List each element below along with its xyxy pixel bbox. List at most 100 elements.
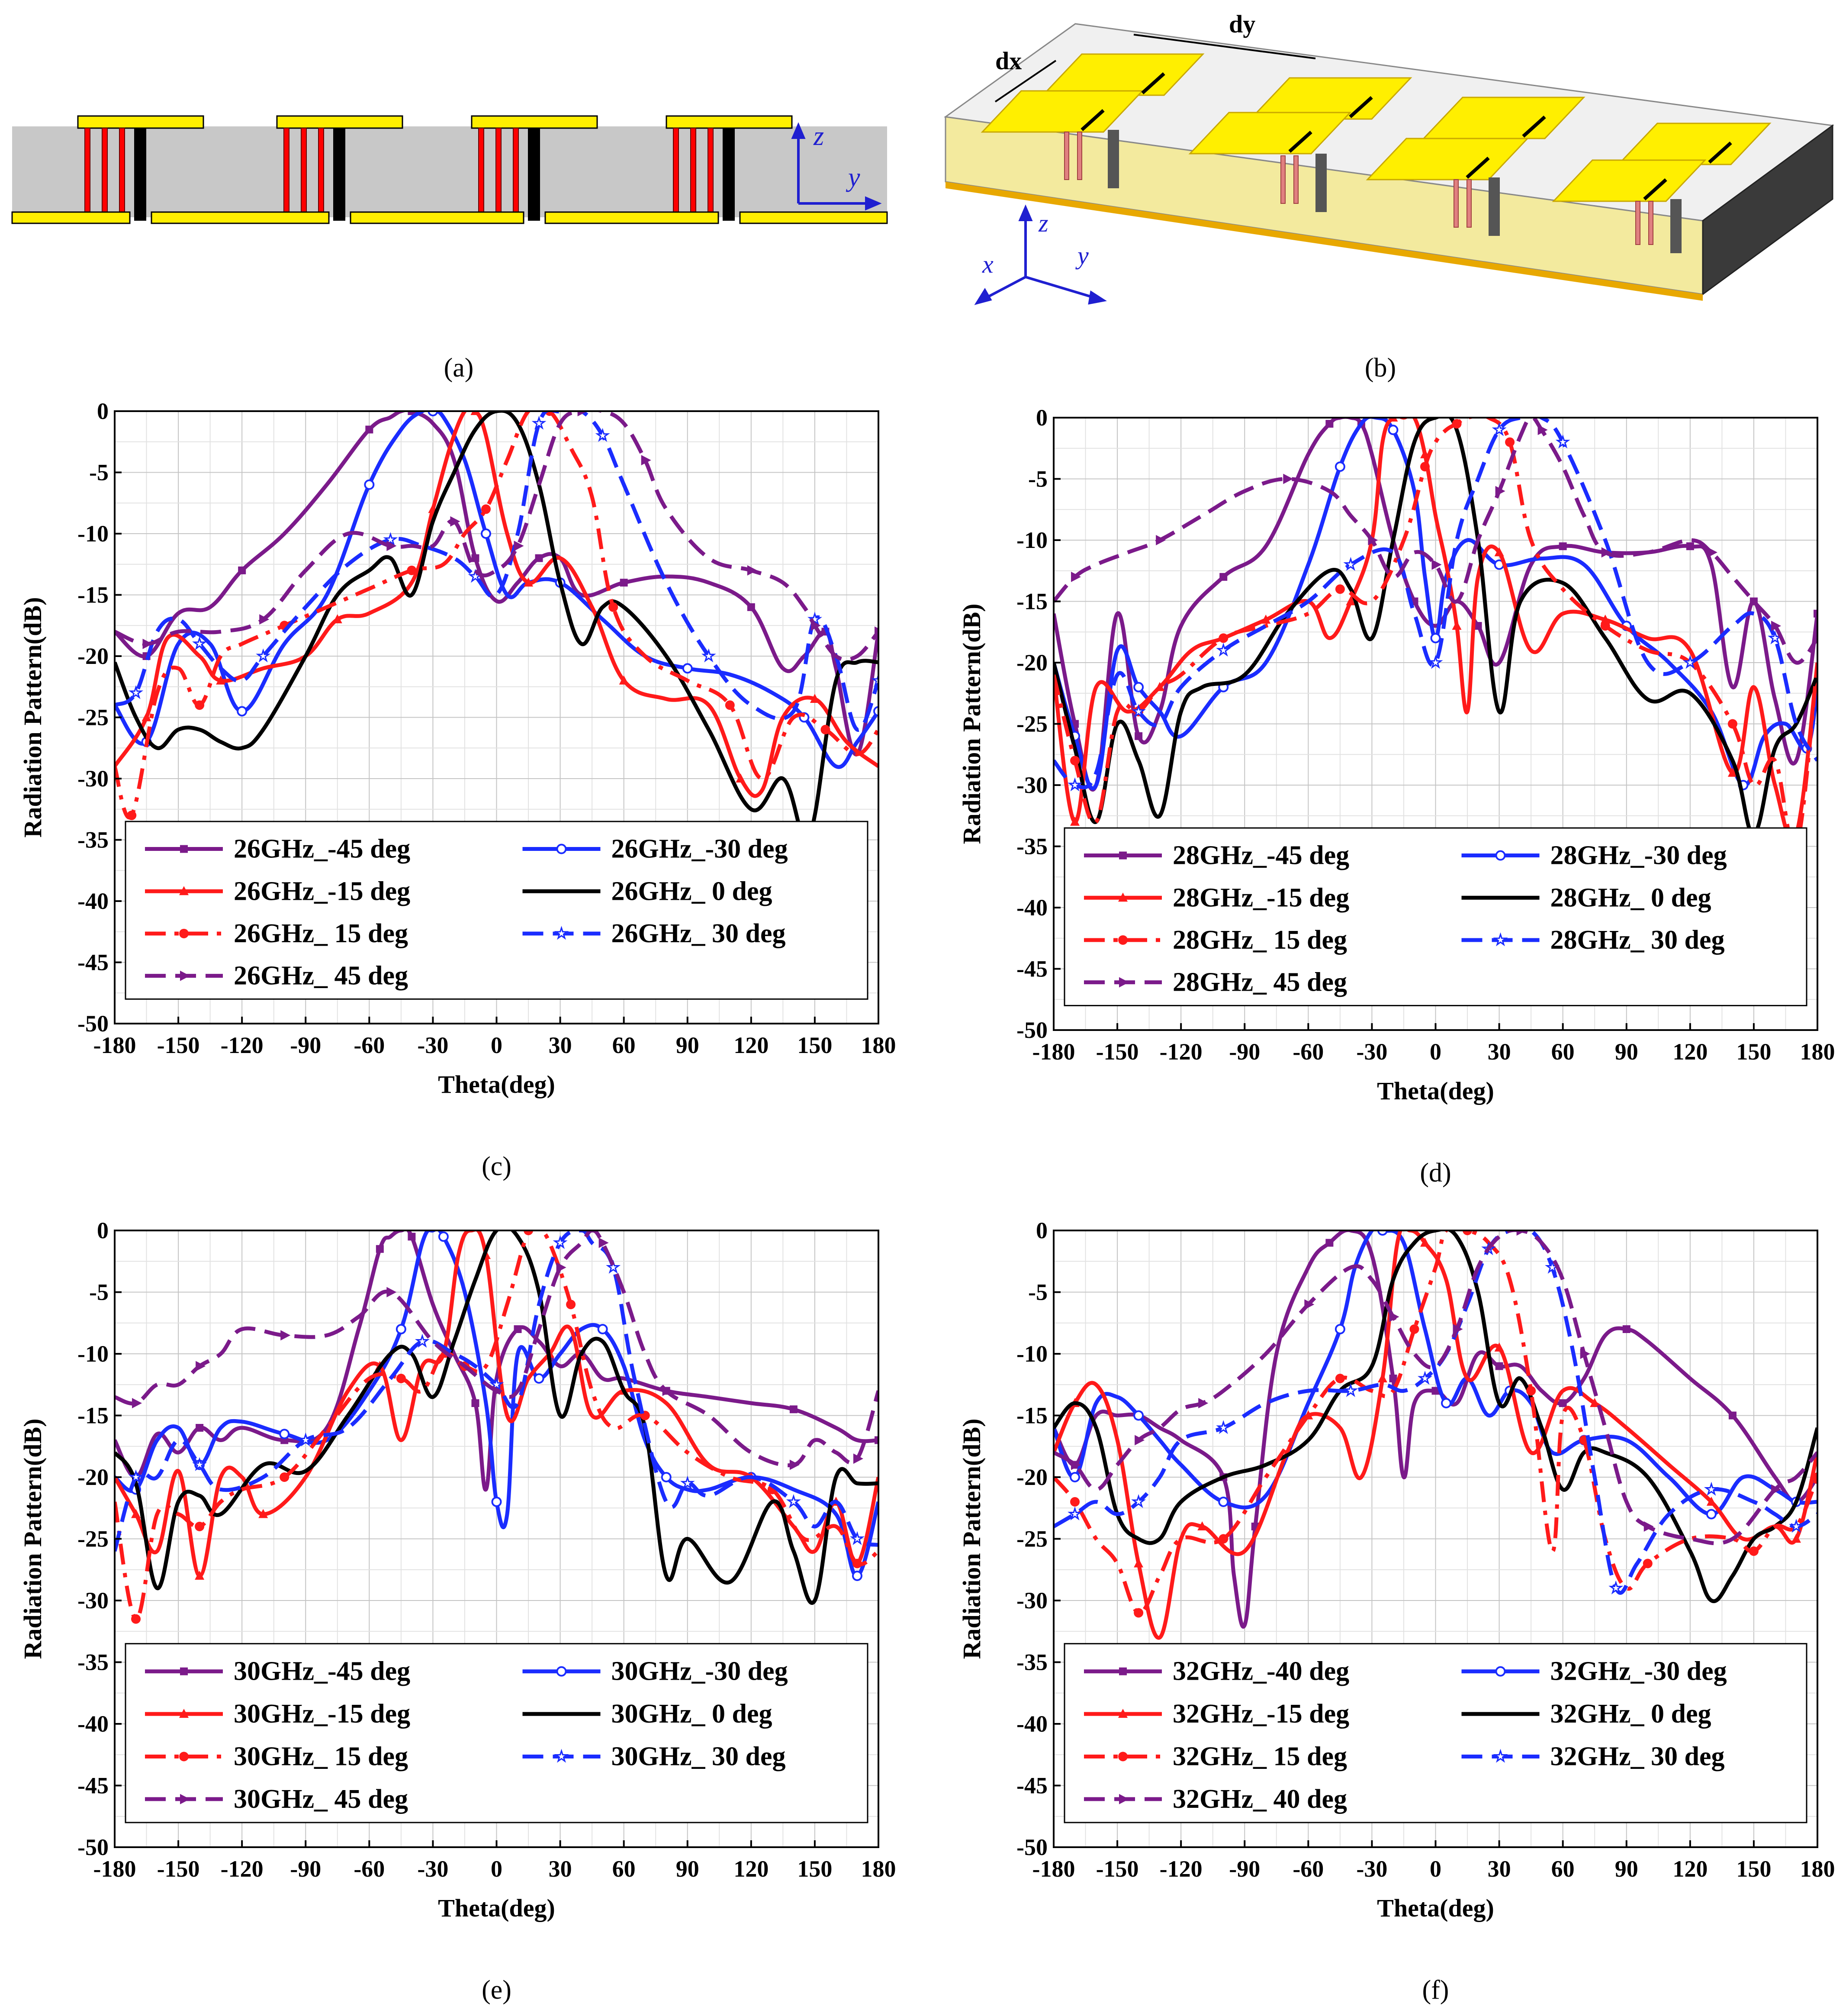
legend-marker — [180, 845, 188, 853]
legend-label: 30GHz_-15 deg — [234, 1699, 410, 1729]
series-marker — [747, 565, 757, 576]
legend-marker — [1119, 1667, 1127, 1675]
legend-marker — [180, 1667, 188, 1675]
legend-item: 30GHz_ 45 deg — [145, 1784, 408, 1814]
series-marker — [1559, 542, 1567, 551]
legend-label: 28GHz_ 15 deg — [1173, 925, 1347, 955]
series-group — [1054, 418, 1817, 851]
series-marker — [1463, 1230, 1473, 1235]
series-marker — [1526, 1386, 1536, 1396]
series-marker — [1495, 1362, 1503, 1370]
series-marker — [1474, 622, 1482, 630]
legend-label: 30GHz_ 15 deg — [234, 1742, 408, 1771]
series-marker — [279, 1429, 290, 1440]
legend-marker — [1119, 977, 1129, 988]
x-tick-label: 0 — [491, 1032, 502, 1058]
series-marker — [1388, 418, 1398, 422]
series-marker — [606, 1259, 621, 1274]
feed-pin — [528, 128, 540, 221]
x-tick-label: 180 — [1800, 1039, 1835, 1065]
x-tick-label: 0 — [1430, 1039, 1441, 1065]
legend-item: 30GHz_-30 deg — [522, 1657, 788, 1686]
legend-label: 30GHz_-30 deg — [611, 1657, 788, 1686]
series-marker — [1218, 1497, 1229, 1507]
series-line — [115, 411, 878, 732]
series-marker — [1325, 420, 1334, 428]
via — [1280, 155, 1286, 204]
legend-item: 30GHz_ 0 deg — [522, 1699, 772, 1729]
chart-panel-c: -180 -150 -120 -90 -60 -30 0 30 60 90 120 150 180 0 -5… — [19, 398, 896, 1181]
legend-item: 28GHz_-15 deg — [1084, 883, 1349, 912]
legend-label: 30GHz_ 30 deg — [611, 1742, 786, 1771]
legend-label: 26GHz_ 45 deg — [234, 961, 408, 991]
y-tick-label: -25 — [77, 1526, 109, 1552]
series-marker — [619, 675, 629, 685]
series-marker — [641, 455, 651, 466]
dim-dy-label: dy — [1229, 10, 1255, 38]
legend-item: 28GHz_ 0 deg — [1461, 883, 1711, 912]
series-marker — [514, 1325, 522, 1333]
legend-label: 26GHz_-45 deg — [234, 834, 410, 864]
y-tick-label: -45 — [77, 950, 109, 976]
series-marker — [1197, 1521, 1207, 1530]
series-marker — [1622, 1325, 1631, 1333]
series-line — [1054, 418, 1817, 836]
series-group — [1054, 1230, 1817, 1640]
patch — [1188, 112, 1352, 155]
legend-marker — [1495, 850, 1506, 861]
series-marker — [1643, 1559, 1653, 1568]
series-marker — [1749, 1546, 1759, 1556]
series-marker — [1600, 614, 1610, 624]
feed-pin — [1670, 199, 1682, 253]
y-tick-label: -20 — [1016, 650, 1048, 676]
legend-item: 26GHz_-45 deg — [145, 834, 410, 864]
via-red — [283, 128, 289, 213]
legend-marker — [180, 1794, 190, 1804]
y-tick-label: -40 — [1016, 895, 1048, 921]
series-marker — [736, 773, 746, 783]
legend-item: 26GHz_-30 deg — [522, 834, 788, 864]
y-tick-label: -40 — [77, 888, 109, 914]
series-marker — [595, 428, 610, 442]
series-marker — [1216, 1420, 1231, 1434]
series-marker — [1431, 1387, 1440, 1395]
via — [1454, 179, 1459, 228]
y-tick-label: -15 — [77, 1403, 109, 1429]
legend: 32GHz_-40 deg 32GHz_-30 deg 32GHz_-15 deg 3… — [1064, 1643, 1807, 1823]
series-marker — [1134, 1608, 1144, 1618]
series-marker — [1068, 777, 1083, 792]
feed-pin — [1489, 177, 1500, 236]
legend: 26GHz_-45 deg 26GHz_-30 deg 26GHz_-15 deg 2… — [125, 821, 868, 1000]
series-marker — [396, 1324, 406, 1334]
y-tick-label: 0 — [1036, 405, 1048, 431]
series-marker — [1516, 1230, 1527, 1236]
x-axis-arrow — [984, 276, 1026, 300]
axis-y-label: y — [846, 163, 860, 192]
series-line — [1054, 1230, 1817, 1595]
top-patch — [471, 115, 598, 129]
y-axis-label: Radiation Pattern(dB) — [19, 1419, 47, 1659]
series-marker — [682, 663, 693, 674]
legend-item: 26GHz_ 30 deg — [522, 919, 785, 948]
series-line — [115, 1230, 878, 1468]
x-tick-label: 180 — [861, 1032, 896, 1058]
substrate — [12, 126, 887, 217]
series-marker — [216, 675, 226, 685]
x-tick-label: -150 — [1096, 1039, 1139, 1065]
x-axis-head — [974, 288, 992, 305]
panel-label: (f) — [1422, 1975, 1449, 2005]
x-tick-label: 60 — [612, 1032, 636, 1058]
series-marker — [524, 577, 534, 587]
legend-marker — [179, 1709, 189, 1718]
series-marker — [408, 1233, 416, 1241]
legend-box — [125, 821, 868, 1000]
y-tick-label: -10 — [77, 1341, 109, 1367]
series-marker — [598, 1237, 609, 1248]
series-marker — [577, 411, 588, 416]
legend-label: 32GHz_-40 deg — [1173, 1657, 1349, 1686]
top-patch — [276, 115, 403, 129]
legend-marker — [180, 970, 190, 981]
series-marker — [1071, 571, 1081, 582]
series-marker — [535, 554, 543, 562]
series-marker — [1219, 1534, 1229, 1544]
